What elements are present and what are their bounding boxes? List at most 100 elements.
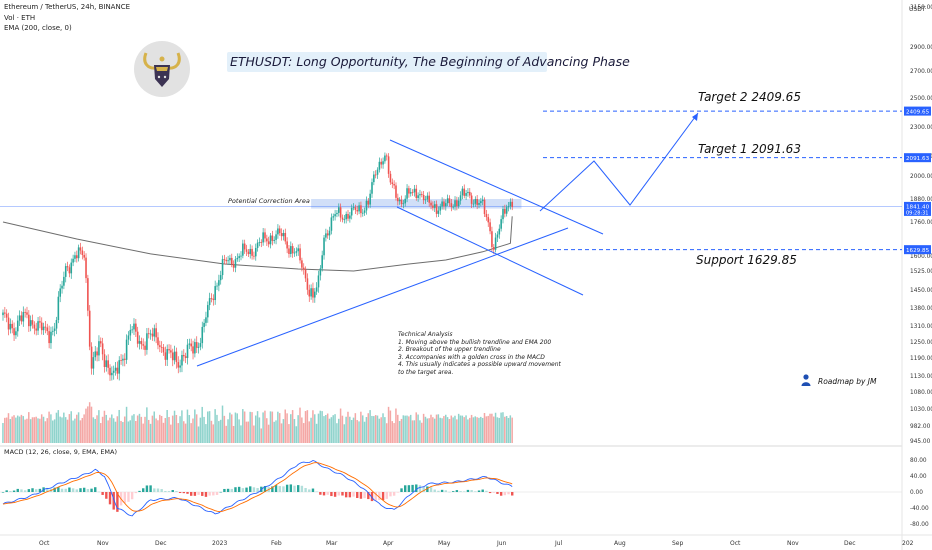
- volume-bar: [310, 417, 312, 443]
- candle-body: [229, 257, 231, 261]
- volume-bar: [352, 417, 355, 443]
- candle-body: [480, 201, 482, 204]
- candle-body: [177, 362, 180, 368]
- analysis-note: Technical Analysis 1. Moving above the b…: [398, 331, 561, 377]
- candle-body: [173, 351, 176, 361]
- candle-body: [81, 250, 84, 255]
- macd-histogram-bar: [149, 485, 152, 492]
- volume-bar: [251, 412, 253, 443]
- volume-bar: [70, 411, 72, 443]
- candle-body: [144, 345, 146, 350]
- candle-body: [39, 321, 41, 323]
- price-tick-label: 2000.00: [910, 174, 932, 180]
- candle-body: [109, 367, 111, 376]
- macd-histogram-bar: [333, 492, 337, 497]
- candle-body: [107, 360, 109, 368]
- volume-bar: [208, 411, 211, 443]
- candle-body: [491, 231, 493, 248]
- macd-histogram-bar: [57, 487, 60, 492]
- volume-bar: [192, 418, 194, 443]
- macd-histogram-bar: [470, 490, 473, 492]
- volume-bar: [123, 416, 126, 443]
- volume-bar: [345, 416, 347, 443]
- macd-histogram-bar: [293, 485, 296, 492]
- volume-bar: [24, 419, 26, 443]
- volume-bar: [376, 415, 379, 443]
- volume-bar: [400, 418, 403, 443]
- candle-body: [111, 372, 113, 376]
- candle-body: [245, 249, 248, 252]
- candle-body: [83, 254, 85, 258]
- price-tick-label: 1600.00: [910, 254, 932, 260]
- volume-bar: [140, 416, 143, 443]
- volume-bar: [194, 409, 196, 443]
- volume-bar: [409, 414, 412, 443]
- macd-histogram-bar: [378, 492, 381, 501]
- candle-body: [470, 195, 473, 204]
- volume-bar: [260, 428, 262, 443]
- volume-bar: [177, 423, 179, 443]
- volume-bar: [266, 418, 268, 443]
- candle-body: [413, 188, 416, 193]
- volume-bar: [389, 410, 392, 443]
- support-label: Support 1629.85: [696, 253, 797, 267]
- volume-bar: [218, 421, 220, 443]
- volume-bar: [253, 425, 255, 443]
- candle-body: [160, 346, 163, 348]
- candle-body: [20, 315, 23, 322]
- macd-signal-line: [2, 462, 513, 513]
- candle-body: [88, 310, 91, 347]
- candle-body: [9, 323, 12, 330]
- candle-body: [273, 239, 276, 241]
- candle-body: [103, 354, 106, 367]
- candle-body: [133, 323, 135, 330]
- volume-bar: [188, 415, 191, 443]
- macd-histogram-bar: [511, 492, 514, 496]
- volume-bar: [136, 415, 139, 443]
- candle-body: [432, 205, 434, 208]
- candle-body: [367, 200, 370, 205]
- macd-histogram-bar: [193, 492, 197, 496]
- candle-body: [227, 260, 229, 262]
- macd-histogram-bar: [130, 492, 134, 500]
- candle-body: [326, 233, 329, 236]
- candle-body: [280, 233, 283, 237]
- volume-bar: [96, 415, 98, 443]
- macd-histogram-bar: [90, 488, 93, 492]
- macd-histogram-bar: [485, 490, 488, 492]
- candle-body: [275, 234, 277, 240]
- candle-body: [72, 258, 74, 263]
- candle-body: [463, 188, 466, 196]
- volume-bar: [7, 413, 10, 443]
- candle-body: [430, 202, 432, 206]
- volume-bar: [160, 415, 163, 443]
- macd-histogram-bar: [134, 492, 138, 494]
- candle-body: [314, 291, 316, 298]
- candle-body: [332, 216, 335, 218]
- volume-bar: [450, 415, 453, 443]
- macd-histogram-bar: [359, 492, 363, 499]
- candle-body: [426, 195, 429, 200]
- candle-body: [37, 321, 39, 331]
- candle-body: [502, 208, 504, 220]
- volume-bar: [385, 423, 388, 443]
- candle-body: [79, 247, 82, 251]
- candle-body: [498, 228, 501, 235]
- volume-bar: [22, 416, 24, 443]
- macd-histogram-bar: [326, 492, 329, 495]
- candle-body: [247, 251, 250, 255]
- candle-body: [151, 333, 154, 337]
- candle-body: [264, 232, 266, 239]
- macd-histogram-bar: [356, 492, 359, 499]
- volume-bar: [39, 418, 41, 443]
- volume-bar: [199, 417, 202, 443]
- volume-bar: [452, 417, 454, 443]
- candle-body: [266, 238, 268, 242]
- macd-histogram-bar: [197, 492, 200, 495]
- volume-bar: [16, 415, 19, 443]
- macd-histogram-bar: [437, 490, 440, 492]
- macd-histogram-bar: [444, 490, 447, 492]
- candle-body: [118, 360, 121, 374]
- candle-body: [33, 324, 36, 329]
- volume-bar: [15, 417, 17, 443]
